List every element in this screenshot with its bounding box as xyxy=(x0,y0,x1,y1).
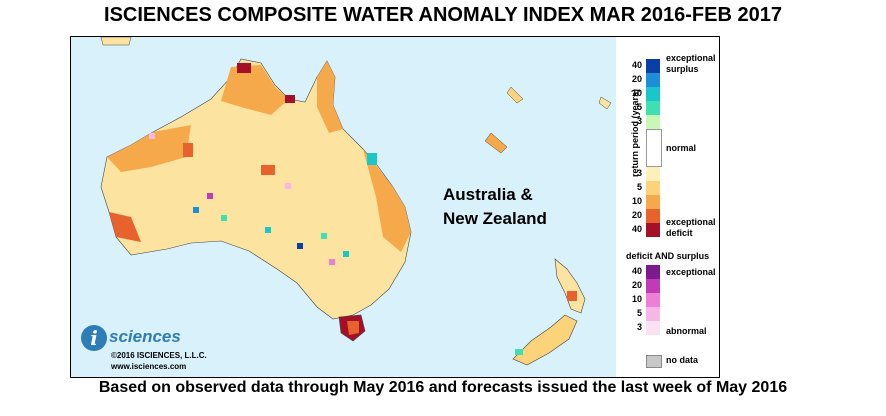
nz-south-surplus xyxy=(515,349,523,355)
legend-normal-swatch xyxy=(646,129,662,167)
legend-both-tick-label: 3 xyxy=(636,322,642,332)
footer-note: Based on observed data through May 2016 … xyxy=(98,379,788,396)
nz-north-deficit xyxy=(567,291,577,301)
legend-surplus-swatch xyxy=(646,87,660,101)
legend-both-tick-label: 5 xyxy=(636,308,642,318)
legend-both-swatch xyxy=(646,279,660,293)
legend-deficit-tick-label: 40 xyxy=(631,224,642,234)
logo-i-icon: i xyxy=(81,325,107,351)
legend-deficit-tick-label: 20 xyxy=(631,210,642,220)
legend-deficit-tick-label: 10 xyxy=(631,196,642,206)
tasmania-deficit xyxy=(347,321,359,335)
nz-south-island xyxy=(512,314,578,366)
legend-nodata-swatch xyxy=(646,355,662,368)
deficit-cell-kimberley xyxy=(237,63,251,73)
legend-top-label-2: surplus xyxy=(666,64,699,74)
legend-both-tick-label: 40 xyxy=(631,266,642,276)
legend-surplus-tick-label: 20 xyxy=(631,74,642,84)
png-island-1 xyxy=(506,86,524,104)
map-svg xyxy=(100,37,612,366)
legend-surplus-swatch xyxy=(646,101,660,115)
deficit-patch-north xyxy=(221,65,289,115)
mixed-cell-3 xyxy=(329,259,335,265)
surplus-cell-queensland xyxy=(367,153,377,165)
surplus-cell-interior-3 xyxy=(265,227,271,233)
legend-both-exceptional: exceptional xyxy=(666,267,716,277)
deficit-cell-pilbara xyxy=(183,143,193,157)
surplus-cell-interior-1 xyxy=(193,207,199,213)
surplus-cell-interior-2 xyxy=(221,215,227,221)
mixed-cell-4 xyxy=(149,133,155,139)
legend-panel: return period (years) exceptional surplu… xyxy=(616,36,720,378)
legend-surplus-swatch xyxy=(646,115,660,129)
map-frame: Australia & New Zealand i sciences ©2016… xyxy=(70,36,618,378)
region-label-line-2: New Zealand xyxy=(443,209,547,228)
legend-surplus-swatch xyxy=(646,59,660,73)
deficit-cell-central xyxy=(261,165,275,175)
legend-both-swatch xyxy=(646,293,660,307)
legend-deficit-swatch xyxy=(646,209,660,223)
surplus-cell-interior-6 xyxy=(343,251,349,257)
legend-both-title: deficit AND surplus xyxy=(626,251,710,261)
surplus-cell-interior-5 xyxy=(321,233,327,239)
logo-copyright: ©2016 ISCIENCES, L.L.C. xyxy=(111,351,207,360)
logo-url: www.isciences.com xyxy=(111,362,187,371)
legend-normal-label: normal xyxy=(666,143,697,153)
mixed-cell-2 xyxy=(285,183,291,189)
legend-both-swatch xyxy=(646,265,660,279)
nz-north-island xyxy=(554,258,586,314)
legend-nodata-label: no data xyxy=(666,355,699,365)
legend-deficit-label-1: exceptional xyxy=(666,217,716,227)
map-title: ISCIENCES COMPOSITE WATER ANOMALY INDEX … xyxy=(104,4,782,26)
legend-surplus-tick-label: 10 xyxy=(631,88,642,98)
legend-both-tick-label: 10 xyxy=(631,294,642,304)
legend-deficit-swatch xyxy=(646,195,660,209)
legend-deficit-swatch xyxy=(646,223,660,237)
deficit-patch-cape xyxy=(317,61,343,133)
mixed-cell-1 xyxy=(207,193,213,199)
legend-surplus-swatch xyxy=(646,73,660,87)
logo-wordmark: sciences xyxy=(109,327,181,346)
legend-deficit-swatch xyxy=(646,181,660,195)
legend-both-tick-label: 20 xyxy=(631,280,642,290)
region-label-line-1: Australia & xyxy=(443,185,533,204)
png-island-3 xyxy=(598,96,612,110)
legend-deficit-label-2: deficit xyxy=(666,228,693,238)
indonesia-island xyxy=(100,37,132,46)
deficit-patch-west xyxy=(107,125,191,172)
deficit-cell-arnhem xyxy=(285,95,295,103)
legend-both-abnormal: abnormal xyxy=(666,326,707,336)
legend-surplus-tick-label: 40 xyxy=(631,60,642,70)
legend-surplus-tick-label: 3 xyxy=(636,116,642,126)
legend-both-swatch xyxy=(646,321,660,335)
legend-top-label-1: exceptional xyxy=(666,53,716,63)
legend-deficit-swatch xyxy=(646,167,660,181)
legend-surplus-tick-label: 5 xyxy=(636,102,642,112)
deficit-patch-east xyxy=(363,149,411,252)
png-island-2 xyxy=(484,132,508,154)
legend-both-swatch xyxy=(646,307,660,321)
legend-deficit-tick-label: 5 xyxy=(636,182,642,192)
surplus-cell-interior-4 xyxy=(297,243,303,249)
deficit-patch-southwest xyxy=(109,212,141,242)
legend-deficit-tick-label: 3 xyxy=(636,168,642,178)
